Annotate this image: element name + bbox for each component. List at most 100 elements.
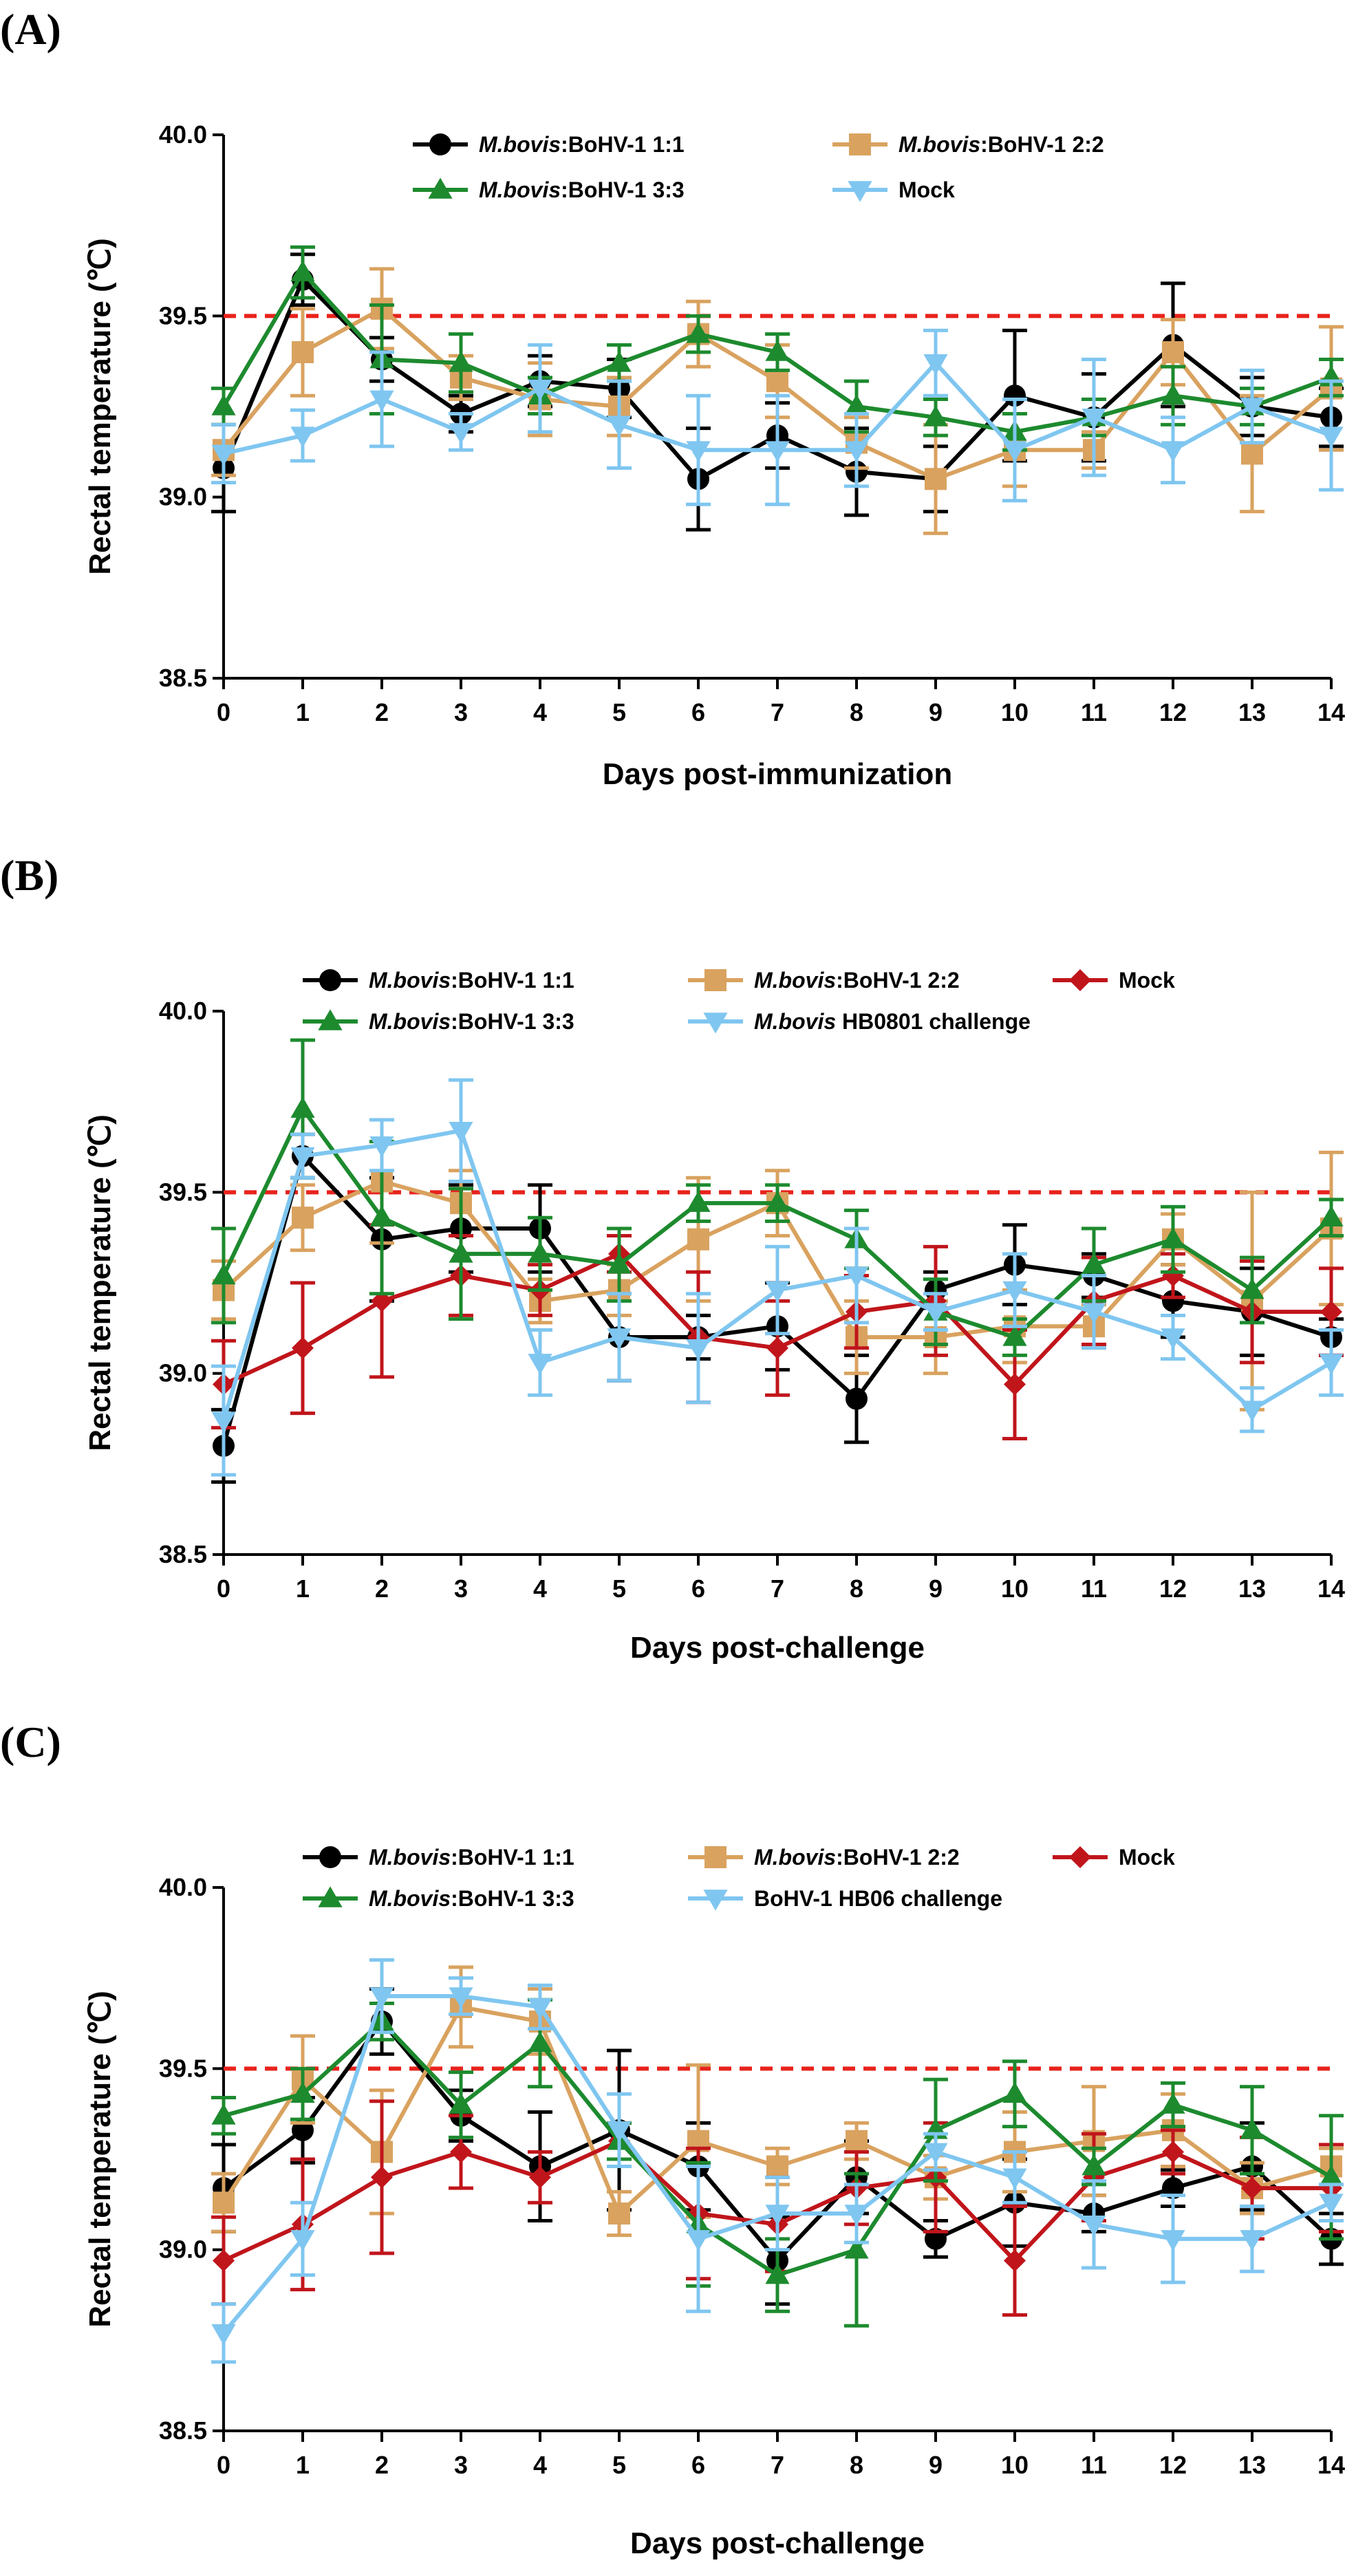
x-tick-label: 10 (1001, 698, 1029, 726)
data-point (528, 1998, 552, 2020)
legend-label: M.bovis:BoHV-1 3:3 (369, 1009, 574, 1034)
x-tick-label: 8 (850, 698, 863, 726)
data-point (1161, 1227, 1185, 1248)
x-tick-label: 1 (296, 2451, 310, 2479)
panel-a-chart: (A)38.539.039.540.00 1 2 3 4 5 6 7 8 9 10 11 12 13 14R… (0, 5, 1345, 791)
legend-item: BoHV-1 HB06 challenge (688, 1886, 1002, 1911)
x-tick-label: 6 (691, 698, 705, 726)
panel-label: (C) (0, 1718, 61, 1766)
data-point (528, 1242, 552, 1263)
data-point (1002, 2168, 1027, 2189)
data-point (608, 2202, 630, 2225)
x-tick-label: 8 (850, 2451, 863, 2479)
legend-marker (848, 181, 872, 202)
y-tick-label: 39.0 (159, 1359, 207, 1387)
data-point (923, 1303, 948, 1324)
data-point (1162, 2177, 1184, 2200)
legend-item: M.bovis:BoHV-1 3:3 (303, 1886, 574, 1911)
data-point (213, 2249, 235, 2272)
x-axis-title: Days post-challenge (630, 2526, 925, 2560)
data-point (1004, 2249, 1026, 2272)
data-point (765, 340, 790, 361)
x-tick-label: 6 (691, 1574, 705, 1603)
data-point (292, 341, 314, 363)
data-point (213, 2191, 235, 2214)
x-tick-label: 8 (850, 1574, 863, 1603)
data-point (925, 2227, 947, 2250)
y-axis-title: Rectal temperature (℃) (83, 1991, 117, 2328)
data-point (765, 1281, 790, 1303)
x-tick-label: 14 (1317, 698, 1345, 726)
x-tick-label: 1 (296, 698, 310, 726)
x-tick-label: 12 (1159, 2451, 1187, 2479)
y-tick-label: 39.0 (159, 483, 207, 511)
legend-label: M.bovis HB0801 challenge (754, 1009, 1031, 1034)
data-point (369, 1136, 394, 1158)
data-point (1002, 441, 1027, 462)
legend-marker (429, 133, 451, 155)
legend-item: M.bovis:BoHV-1 2:2 (688, 968, 960, 993)
panel-label: (B) (0, 851, 58, 900)
legend-marker (318, 1886, 343, 1907)
data-point (923, 2143, 948, 2165)
x-tick-label: 7 (771, 1574, 784, 1603)
legend-item: M.bovis:BoHV-1 2:2 (832, 132, 1104, 157)
x-tick-label: 11 (1081, 698, 1107, 726)
data-point (607, 351, 632, 372)
y-tick-label: 40.0 (159, 1873, 207, 1901)
x-tick-label: 7 (771, 2451, 784, 2479)
legend-label: M.bovis:BoHV-1 1:1 (369, 968, 574, 993)
data-point (766, 1336, 788, 1359)
legend-item: Mock (1053, 968, 1175, 993)
data-point (369, 1987, 394, 2009)
data-point (1161, 383, 1185, 404)
x-tick-label: 4 (533, 2451, 547, 2479)
data-point (1161, 2092, 1185, 2114)
legend-label: Mock (1119, 968, 1175, 993)
data-point (844, 394, 869, 415)
x-tick-label: 0 (217, 1574, 230, 1603)
x-tick-label: 9 (929, 2451, 943, 2479)
x-tick-label: 5 (612, 1574, 626, 1603)
data-point (292, 1336, 314, 1359)
data-point (1241, 442, 1263, 465)
data-point (923, 405, 948, 426)
panel-label: (A) (0, 5, 61, 54)
x-tick-label: 9 (929, 1574, 943, 1603)
x-tick-label: 3 (454, 698, 468, 726)
legend-label: Mock (1119, 1845, 1175, 1870)
x-tick-label: 14 (1317, 1574, 1345, 1603)
legend-label: BoHV-1 HB06 challenge (754, 1886, 1002, 1911)
data-point (290, 260, 315, 281)
x-tick-label: 3 (454, 1574, 468, 1603)
legend-label: M.bovis:BoHV-1 3:3 (479, 177, 685, 202)
data-point (1004, 1373, 1026, 1396)
x-tick-label: 14 (1317, 2451, 1345, 2479)
data-point (292, 2119, 314, 2141)
x-tick-label: 10 (1001, 1574, 1029, 1603)
data-point (1319, 2165, 1344, 2187)
y-tick-label: 38.5 (159, 2416, 207, 2445)
data-point (1240, 2230, 1264, 2251)
data-point (371, 1290, 393, 1312)
data-point (1081, 2216, 1106, 2237)
data-point (844, 1266, 869, 1288)
x-tick-label: 13 (1238, 2451, 1266, 2479)
legend-marker (849, 133, 871, 155)
series-4 (211, 1958, 1344, 2364)
x-tick-label: 11 (1081, 2451, 1107, 2479)
data-point (765, 2205, 790, 2226)
data-point (607, 2121, 632, 2143)
data-point (1319, 1354, 1344, 1375)
legend-item: Mock (1053, 1845, 1175, 1870)
data-point (528, 2031, 552, 2053)
data-point (1161, 2230, 1185, 2251)
data-point (1320, 1301, 1342, 1323)
panel-c-chart: (C)38.539.039.540.00 1 2 3 4 5 6 7 8 9 10 11 12 13 14R… (0, 1718, 1345, 2560)
data-point (449, 1122, 473, 1143)
legend-item: M.bovis:BoHV-1 1:1 (303, 968, 574, 993)
data-point (1002, 1325, 1027, 1346)
y-tick-label: 40.0 (159, 997, 207, 1025)
data-point (371, 2166, 393, 2189)
x-tick-label: 9 (929, 698, 943, 726)
